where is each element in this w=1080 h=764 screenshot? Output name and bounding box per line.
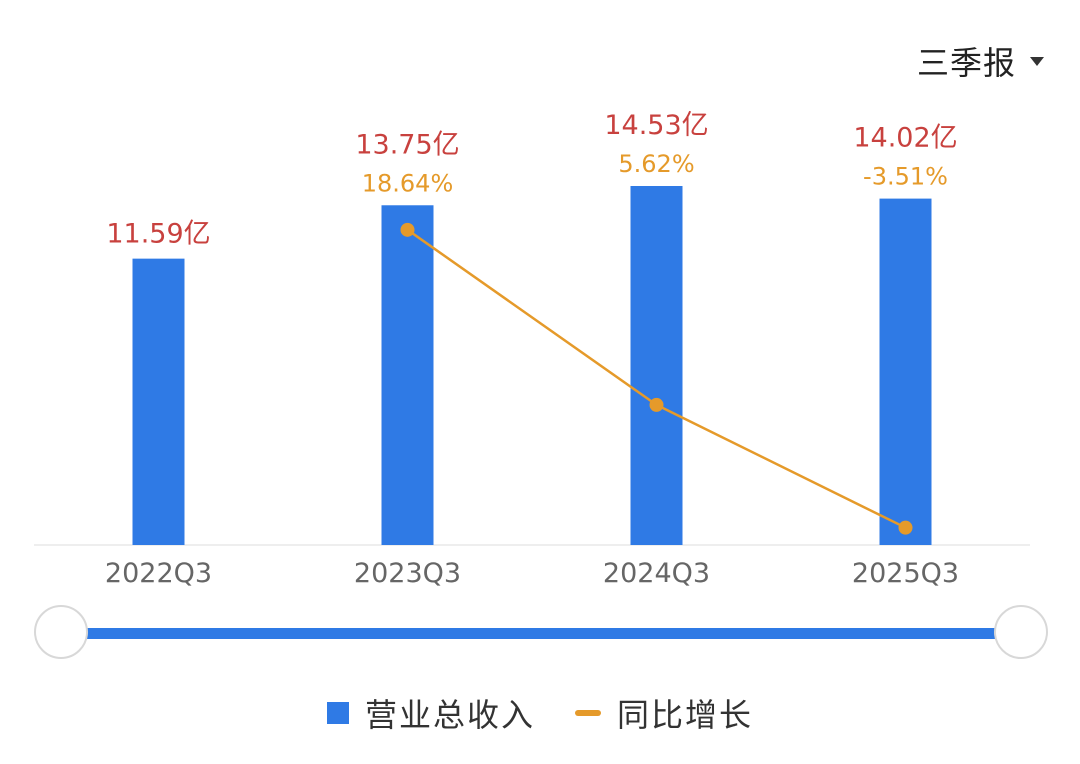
revenue-chart: 11.59亿 13.75亿 18.64% 14.53亿 5.62% 14.02亿 -3.51…: [34, 110, 1030, 589]
chevron-down-icon: [1030, 56, 1044, 66]
range-slider[interactable]: [34, 604, 1048, 664]
bar-value-label-2023Q3: 13.75亿: [355, 129, 459, 160]
growth-value-label-2024Q3: 5.62%: [618, 150, 694, 178]
legend-item-growth[interactable]: 同比增长: [575, 690, 753, 736]
bar-2023Q3: [381, 205, 434, 545]
slider-track[interactable]: [64, 628, 1018, 639]
growth-point-2024Q3: [649, 397, 664, 412]
bar-value-label-2025Q3: 14.02亿: [853, 123, 957, 154]
period-selector-label: 三季报: [916, 44, 1016, 82]
slider-handle-start[interactable]: [34, 605, 88, 659]
legend-line-swatch: [575, 710, 601, 716]
chart-legend: 营业总收入 同比增长: [0, 690, 1080, 736]
growth-point-2025Q3: [898, 520, 913, 535]
x-tick-label-2023Q3: 2023Q3: [354, 558, 461, 589]
bar-value-label-2022Q3: 11.59亿: [106, 219, 210, 250]
legend-label-revenue: 营业总收入: [364, 696, 535, 734]
slider-handle-end[interactable]: [994, 605, 1048, 659]
bar-2024Q3: [630, 186, 683, 545]
growth-point-2023Q3: [400, 222, 415, 237]
bar-2022Q3: [132, 258, 185, 545]
growth-value-label-2023Q3: 18.64%: [362, 169, 454, 197]
legend-bar-swatch: [326, 702, 349, 724]
x-tick-label-2022Q3: 2022Q3: [105, 558, 212, 589]
x-tick-label-2025Q3: 2025Q3: [852, 558, 959, 589]
bar-value-label-2024Q3: 14.53亿: [604, 110, 708, 141]
legend-item-revenue[interactable]: 营业总收入: [326, 690, 535, 736]
period-selector[interactable]: 三季报: [917, 38, 1044, 84]
growth-value-label-2025Q3: -3.51%: [863, 163, 948, 191]
x-tick-label-2024Q3: 2024Q3: [603, 558, 710, 589]
bar-2025Q3: [879, 198, 932, 545]
legend-label-growth: 同比增长: [617, 696, 754, 734]
